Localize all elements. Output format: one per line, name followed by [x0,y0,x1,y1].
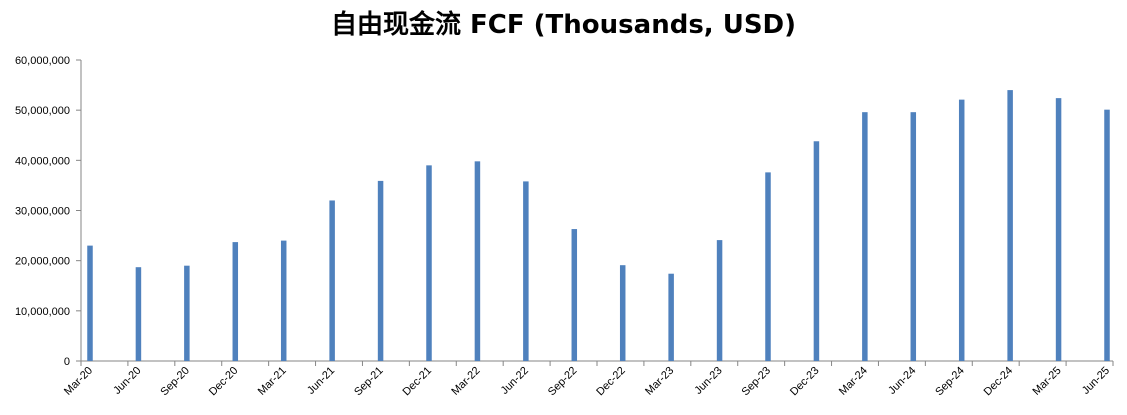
bar [232,242,239,361]
bar [813,141,820,361]
bar [716,240,723,361]
bar [1055,98,1062,362]
bar [668,273,674,361]
bar [135,267,142,361]
x-tick-label: Dec-24 [982,365,1016,399]
bar [329,200,335,361]
x-tick-label: Dec-22 [594,365,628,399]
x-tick-label: Sep-24 [933,365,967,399]
y-tick-label: 50,000,000 [15,105,70,117]
x-tick-label: Jun-20 [111,365,143,397]
bar [619,265,626,361]
bar [765,172,771,361]
x-tick-label: Mar-22 [449,365,482,398]
x-tick-label: Sep-23 [740,365,774,399]
bar [474,161,481,361]
y-tick-label: 0 [64,356,70,368]
x-tick-label: Mar-20 [62,365,95,398]
bar [1007,90,1013,361]
x-tick-label: Dec-23 [788,365,822,399]
y-tick-label: 40,000,000 [15,155,70,167]
x-tick-label: Sep-22 [546,365,580,399]
x-tick-label: Dec-21 [401,365,435,399]
bar [862,112,868,361]
y-tick-label: 20,000,000 [15,256,70,268]
chart-title: 自由现金流 FCF (Thousands, USD) [330,10,797,40]
bar [377,180,384,361]
bar [1104,109,1110,361]
x-tick-label: Jun-25 [1080,365,1112,397]
x-tick-label: Jun-24 [886,365,918,397]
bar [958,99,965,362]
x-tick-label: Dec-20 [207,365,241,399]
x-tick-label: Sep-20 [158,365,192,399]
bar [523,181,529,361]
bar [87,245,93,361]
bar [280,240,287,361]
x-tick-label: Sep-21 [352,365,386,399]
y-tick-label: 60,000,000 [15,55,70,67]
y-tick-label: 30,000,000 [15,206,70,218]
x-tick-label: Mar-21 [256,365,289,398]
x-tick-label: Mar-24 [837,365,870,398]
x-tick-label: Mar-23 [643,365,676,398]
y-tick-label: 10,000,000 [15,306,70,318]
x-tick-label: Jun-21 [305,365,337,397]
bar [184,265,190,361]
bar [910,112,917,361]
bar [571,229,578,361]
x-tick-label: Mar-25 [1031,365,1064,398]
bar [426,165,432,361]
x-tick-label: Jun-23 [692,365,724,397]
x-tick-label: Jun-22 [499,365,531,397]
